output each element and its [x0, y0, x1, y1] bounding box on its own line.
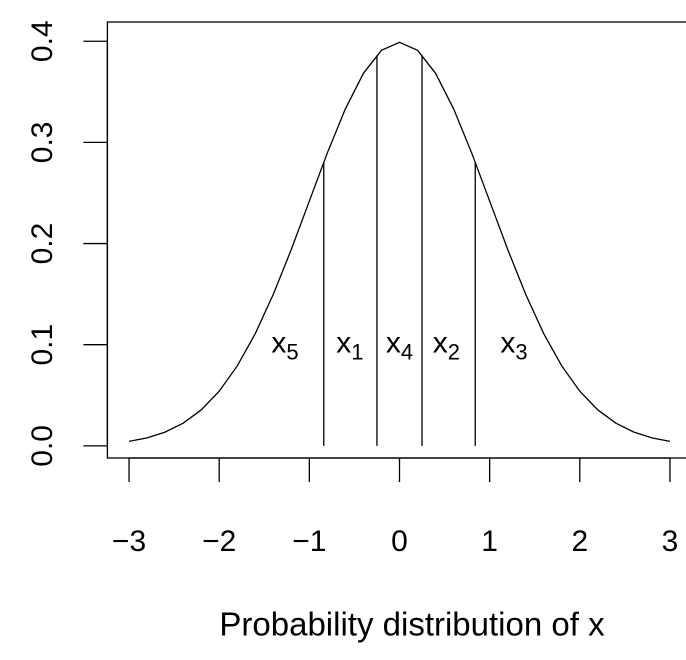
x-tick-label: −2 [202, 525, 236, 558]
annotation-subscript: 3 [515, 340, 527, 365]
annotation-subscript: 2 [448, 340, 460, 365]
x-tick-label: 2 [571, 525, 588, 558]
annotation-subscript: 4 [401, 340, 413, 365]
annotation: x4 [386, 327, 413, 365]
y-tick-label: 0.0 [26, 425, 59, 467]
x-tick-label: 1 [481, 525, 498, 558]
annotation: x3 [500, 327, 527, 365]
annotation: x1 [336, 327, 363, 365]
annotation-text: x [433, 327, 448, 360]
annotation-text: x [500, 327, 515, 360]
density-curve [128, 41, 671, 443]
annotation-subscript: 1 [351, 340, 363, 365]
plot-frame [106, 21, 686, 459]
y-tick-label: 0.2 [26, 223, 59, 265]
y-tick-label: 0.1 [26, 324, 59, 366]
y-tick-label: 0.4 [26, 20, 59, 62]
annotation: x5 [271, 327, 298, 365]
annotation-text: x [271, 327, 286, 360]
annotation-text: x [336, 327, 351, 360]
annotation: x2 [433, 327, 460, 365]
annotation-subscript: 5 [286, 340, 298, 365]
x-axis-label: Probability distribution of x [219, 606, 605, 643]
annotation-text: x [386, 327, 401, 360]
x-tick-label: 0 [391, 525, 408, 558]
x-tick-label: 3 [662, 525, 679, 558]
x-tick-label: −1 [292, 525, 326, 558]
y-tick-label: 0.3 [26, 122, 59, 164]
x-tick-label: −3 [112, 525, 146, 558]
